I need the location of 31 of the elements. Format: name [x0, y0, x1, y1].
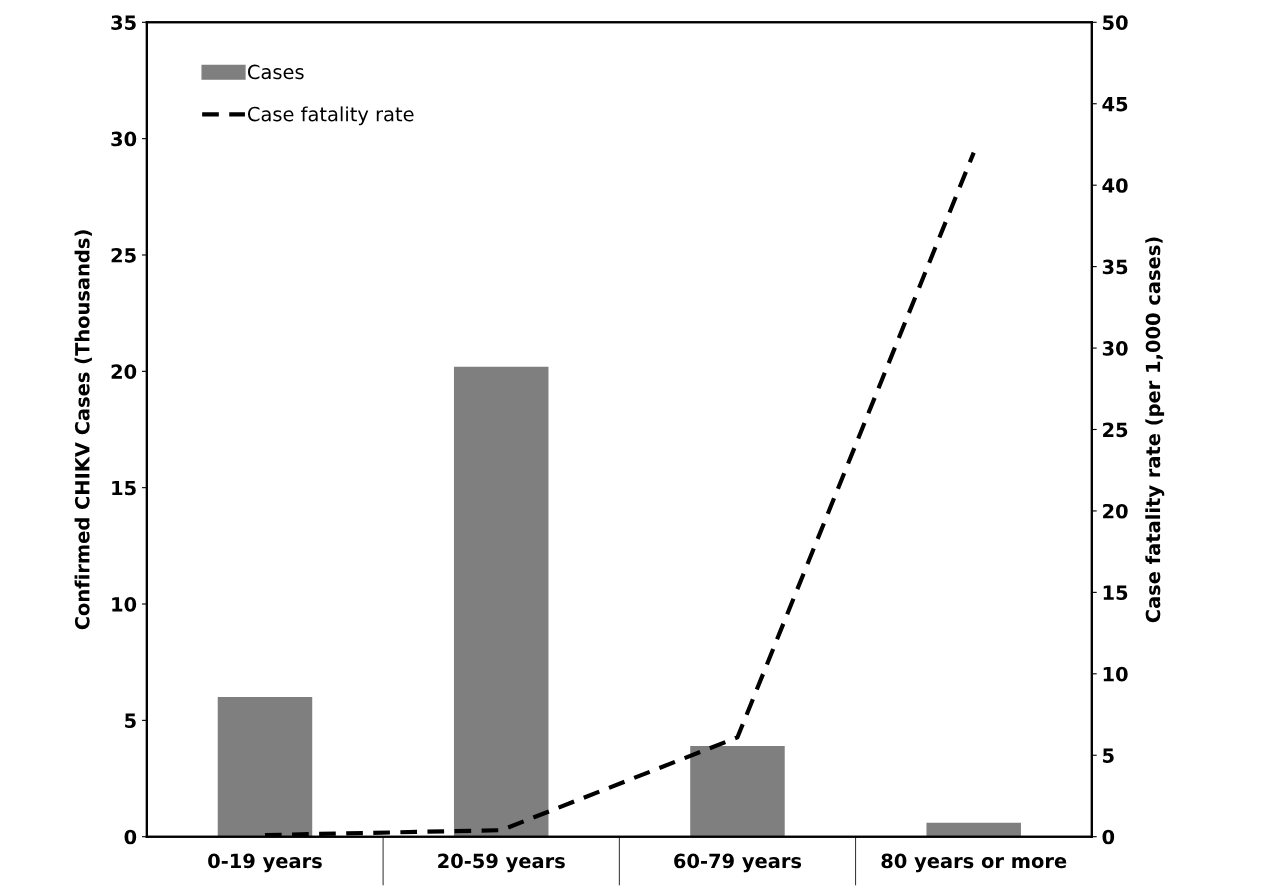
legend-label: Case fatality rate — [247, 106, 414, 126]
y2-tick-label: 5 — [1103, 748, 1114, 763]
bar — [217, 697, 313, 837]
y2-tick-label: 45 — [1102, 96, 1128, 112]
x-tick-label: 60-79 years — [674, 853, 802, 873]
y2-axis-title: Case fatality rate (per 1,000 cases) — [1145, 237, 1165, 623]
y2-tick-label: 10 — [1103, 666, 1128, 682]
x-tick-label: 20-59 years — [438, 853, 565, 873]
y2-tick-label: 0 — [1102, 829, 1115, 845]
y-tick-label: 25 — [111, 247, 136, 263]
y-tick-label: 30 — [111, 131, 137, 147]
y-tick-label: 20 — [111, 364, 137, 379]
y2-tick-label: 20 — [1103, 503, 1128, 519]
legend-label: Cases — [247, 64, 304, 80]
x-tick-label: 0-19 years — [208, 853, 322, 873]
y-tick-label: 10 — [112, 596, 137, 612]
y2-tick-label: 25 — [1103, 422, 1128, 438]
y-tick-label: 15 — [112, 480, 136, 496]
y-axis-title: Confirmed CHIKV Cases (Thousands) — [74, 230, 92, 630]
y2-tick-label: 30 — [1102, 341, 1128, 356]
x-tick-label: 80 years or more — [881, 853, 1067, 873]
y-tick-label: 0 — [124, 829, 137, 845]
y-tick-label: 5 — [125, 713, 136, 729]
bar — [453, 366, 549, 837]
y2-tick-label: 35 — [1102, 259, 1128, 275]
bar — [690, 745, 785, 837]
y2-tick-label: 15 — [1103, 585, 1128, 601]
bar — [926, 822, 1021, 837]
y2-tick-label: 40 — [1102, 178, 1128, 193]
y-tick-label: 35 — [111, 15, 136, 30]
y2-tick-label: 50 — [1103, 15, 1128, 30]
